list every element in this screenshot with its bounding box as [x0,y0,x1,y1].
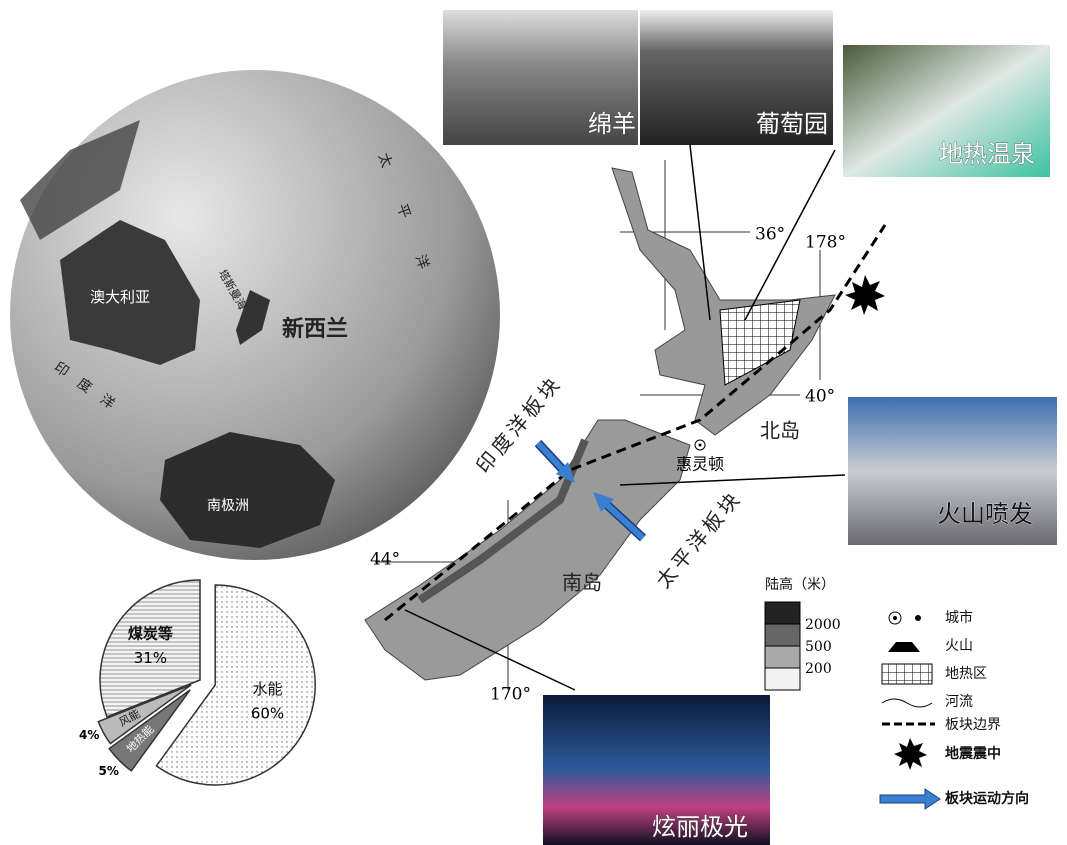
geothermal-area [719,299,801,386]
sym [881,663,933,685]
epicenter [845,275,885,315]
elev-box [764,623,801,647]
pie-slice [97,684,192,745]
value-label: 60% [251,704,284,722]
nz-shape [236,290,270,345]
label: 太平洋板块 [651,485,747,592]
photo-sheep [443,10,638,145]
plate-boundary [384,224,887,622]
city [694,439,706,451]
photo-label: 葡萄园 [756,110,828,138]
legend-label: 地热区 [945,666,987,682]
photo-label: 绵羊 [588,110,636,138]
photo-label: 地热温泉 [939,140,1035,168]
label: 南岛 [562,571,602,595]
label: 北岛 [760,419,800,443]
legend-label: 地震震中 [945,745,1001,762]
pie-slice [155,584,316,786]
plate-arrows [534,439,647,542]
value-label: 31% [134,649,167,667]
asia-shape [20,120,140,240]
sym [879,788,941,810]
category-label: 煤炭等 [128,624,173,642]
legend: 城市 火山 地热区 河流 板块边界 地震震中 板块运动方向 [879,609,1029,810]
elev-box [764,667,801,691]
antarctica-shape [160,432,335,548]
pie-slice [99,579,201,718]
legend-label: 火山 [945,638,973,654]
photo-aurora [543,695,770,845]
sym [893,616,897,620]
coord: 40° [805,387,835,407]
pie-slice [108,689,191,772]
coord: 178° [805,233,846,253]
sym [894,738,927,770]
photo-label: 火山喷发 [937,500,1033,528]
coords: 36° 178° 40° 44° 170° [370,225,846,705]
photo-volcano [848,397,1057,545]
value-label: 5% [98,764,118,778]
sym [888,611,902,625]
elevation-title: 陆高（米） [765,576,835,593]
sym [881,698,933,708]
label: 澳大利亚 [90,288,150,306]
photo-hot-spring [843,45,1050,177]
city [698,443,702,447]
legend-label: 板块运动方向 [945,790,1029,807]
callout-lines [404,144,846,691]
legend-label: 河流 [945,694,973,710]
coord: 36° [755,225,785,245]
legend-label: 城市 [945,609,973,626]
coord: 170° [490,685,531,705]
elev-level: 200 [805,661,832,677]
label: 新西兰 [282,316,348,342]
coord: 44° [370,550,400,570]
elev-box [764,601,801,625]
sym [915,615,921,621]
label: 南极洲 [207,498,249,514]
sym [888,642,920,652]
photo-vineyard [640,10,833,145]
photo-label: 炫丽极光 [652,813,748,841]
elev-level: 2000 [805,617,841,633]
label: 惠灵顿 [676,455,724,474]
north-island [611,167,836,436]
elev-box [764,645,801,669]
elev-level: 500 [805,639,832,655]
australia-shape [60,220,200,365]
value-label: 4% [79,728,99,742]
category-label: 水能 [253,680,283,698]
legend-label: 板块边界 [945,717,1001,733]
